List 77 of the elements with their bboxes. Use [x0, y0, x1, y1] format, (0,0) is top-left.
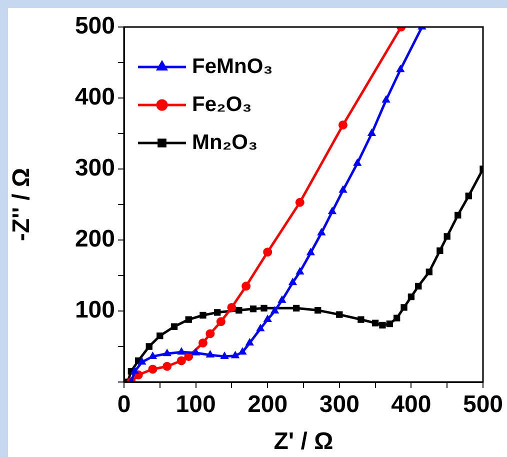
point: [296, 267, 304, 274]
y-axis-title: -Z'' / Ω: [8, 168, 36, 242]
point: [454, 212, 462, 218]
x-tick-label: 400: [391, 391, 432, 418]
point: [382, 96, 390, 103]
legend-label: Fe₂O₃: [192, 92, 252, 116]
y-tick-label: 100: [74, 296, 115, 324]
y-tick-label: 400: [74, 84, 115, 111]
point: [306, 248, 315, 256]
point: [295, 198, 304, 207]
point: [386, 320, 393, 328]
point: [368, 129, 376, 136]
legend-label: Mn₂O₃: [192, 130, 258, 154]
point: [220, 352, 228, 359]
point: [436, 247, 444, 254]
point: [198, 338, 208, 348]
point: [246, 338, 254, 346]
point: [231, 351, 240, 358]
point: [288, 278, 297, 286]
x-tick-label: 0: [117, 391, 131, 418]
point: [263, 248, 272, 257]
legend-label: FeMnO₃: [192, 54, 273, 78]
point: [236, 306, 242, 314]
point: [372, 320, 379, 326]
point: [148, 352, 157, 359]
x-tick-label: 200: [248, 391, 288, 418]
point: [177, 348, 186, 355]
point: [278, 296, 286, 303]
point: [146, 343, 152, 350]
point: [264, 315, 272, 322]
y-tick-label: 300: [74, 154, 115, 182]
x-axis-title: Z' / Ω: [274, 428, 334, 456]
point: [256, 324, 264, 332]
point: [394, 314, 400, 322]
point: [379, 322, 386, 329]
x-tick-label: 500: [462, 391, 504, 418]
point: [138, 358, 146, 365]
point: [130, 366, 139, 374]
point: [238, 348, 246, 355]
point: [162, 362, 172, 371]
x-tick-label: 300: [319, 391, 360, 418]
point: [216, 317, 226, 326]
point: [408, 293, 415, 300]
point: [396, 65, 404, 72]
point: [148, 364, 158, 374]
point: [358, 316, 364, 323]
point: [242, 282, 251, 291]
point: [339, 186, 347, 193]
point: [185, 316, 192, 323]
point: [353, 158, 362, 166]
point: [227, 302, 236, 312]
point: [415, 282, 422, 290]
point: [200, 312, 206, 319]
point: [328, 207, 336, 214]
point: [336, 311, 343, 318]
y-tick-label: 500: [74, 12, 115, 40]
point: [206, 329, 215, 338]
y-tick-label: 200: [74, 226, 115, 253]
point: [465, 192, 472, 200]
x-tick-label: 100: [176, 391, 216, 418]
point: [192, 348, 200, 356]
point: [250, 306, 257, 312]
point: [214, 309, 221, 316]
point: [444, 233, 450, 240]
point: [426, 268, 432, 276]
point: [292, 304, 300, 312]
point: [156, 332, 164, 340]
point: [163, 349, 172, 356]
point: [317, 228, 326, 236]
point: [206, 350, 214, 358]
point: [170, 323, 178, 330]
point: [400, 304, 408, 311]
point: [338, 120, 348, 130]
point: [260, 304, 268, 312]
point: [314, 306, 322, 314]
point: [176, 356, 186, 366]
point: [270, 306, 279, 314]
